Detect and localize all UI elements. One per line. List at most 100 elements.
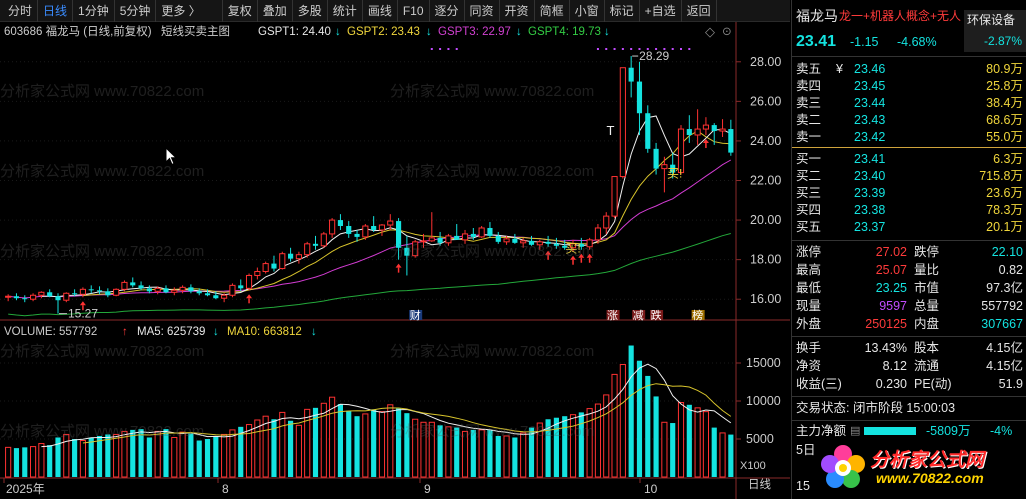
stat-row: 涨停 27.02 跌停 22.10	[792, 244, 1026, 261]
stat-label: 净资	[796, 359, 822, 373]
candle-body	[653, 148, 659, 169]
bid-row[interactable]: 买二 23.40 715.8万	[792, 168, 1026, 185]
ask-price: 23.46	[854, 62, 886, 76]
candle-body	[72, 293, 78, 295]
volume-bar	[204, 439, 211, 477]
stock-name: 福龙马	[796, 8, 838, 24]
candle-body	[245, 274, 253, 289]
toolbar-item[interactable]: 多股	[293, 0, 328, 22]
stat-value: 557792	[981, 299, 1023, 313]
sell-dot	[646, 48, 649, 50]
stat-value: 4.15亿	[986, 341, 1023, 355]
toolbar-item[interactable]: 简框	[535, 0, 570, 22]
ask-price: 23.43	[854, 113, 886, 127]
period-label[interactable]: 日线	[748, 479, 771, 491]
candle-body	[487, 227, 493, 236]
ma10-arrow: ↓	[311, 326, 317, 338]
ask-volume: 25.8万	[986, 79, 1023, 93]
volume-bar	[88, 437, 94, 477]
toolbar-item[interactable]: 小窗	[570, 0, 605, 22]
candle-body	[96, 290, 103, 292]
candle-body	[454, 235, 460, 240]
stat-label: 跌停	[914, 245, 940, 259]
volume-bar	[512, 437, 518, 477]
stat-row: 外盘 250125 内盘 307667	[792, 316, 1026, 333]
toolbar-item[interactable]: 逐分	[430, 0, 465, 22]
price-change-pct: -4.68%	[897, 35, 937, 49]
buy-arrow-icon	[578, 253, 585, 258]
main-flow-label: 主力净额	[796, 424, 847, 438]
ask-price: 23.45	[854, 79, 886, 93]
toolbar-item[interactable]: 复权	[221, 0, 258, 22]
toolbar-item[interactable]: 画线	[363, 0, 398, 22]
gspt2-label: GSPT2: 23.43	[347, 26, 420, 38]
ask-row[interactable]: 卖二 23.43 68.6万	[792, 112, 1026, 129]
volume-bar	[221, 433, 228, 478]
toolbar-item[interactable]: +自选	[640, 0, 682, 22]
indicator-name[interactable]: 短线买卖主图	[161, 26, 230, 38]
volume-bar	[295, 424, 302, 478]
main-flow-row[interactable]: 主力净额 ▤ -5809万 -4%	[792, 423, 1026, 440]
ask-row[interactable]: 卖四 23.45 25.8万	[792, 78, 1026, 95]
settings-diamond-icon[interactable]: ◇	[705, 24, 715, 39]
ask-label: 卖二	[796, 113, 822, 127]
bid-row[interactable]: 买四 23.38 78.3万	[792, 202, 1026, 219]
toolbar-item[interactable]: 统计	[328, 0, 363, 22]
candle-body	[221, 294, 228, 299]
candle-body	[478, 227, 485, 238]
sell-dot	[613, 48, 616, 50]
volume-bar	[63, 433, 70, 478]
stat-value: 9597	[879, 299, 907, 313]
toolbar-item[interactable]: 5分钟	[115, 0, 157, 22]
toolbar-item[interactable]: 叠加	[258, 0, 293, 22]
candle-body	[188, 287, 194, 292]
volume-bar	[686, 404, 692, 477]
chart-area[interactable]: 28.00 26.00 24.00 22.00 20.00 18.00 16.00 15000…	[0, 22, 790, 499]
bottom-label-1: 5日	[796, 443, 816, 457]
ask-row[interactable]: 卖五 ¥23.46 80.9万	[792, 61, 1026, 78]
gspt4-label: GSPT4: 19.73	[528, 26, 601, 38]
toolbar-item[interactable]: 开资	[500, 0, 535, 22]
ask-row[interactable]: 卖一 23.42 55.0万	[792, 129, 1026, 146]
bid-row[interactable]: 买一 23.41 6.3万	[792, 151, 1026, 168]
toolbar-item[interactable]: 返回	[682, 0, 717, 22]
volume-bar	[113, 433, 120, 478]
bid-row[interactable]: 买五 23.37 20.1万	[792, 219, 1026, 236]
volume-bar	[395, 408, 402, 477]
volume-bar	[728, 434, 734, 477]
stat-label: 总量	[914, 299, 940, 313]
volume-bar	[38, 443, 45, 478]
price-change: -1.15	[850, 35, 879, 49]
toolbar-item[interactable]: 更多 〉	[161, 3, 201, 18]
volume-axis-label: 5000	[746, 432, 774, 446]
volume-bar	[719, 432, 726, 478]
kline-chart[interactable]: 28.00 26.00 24.00 22.00 20.00 18.00 16.00 15000…	[0, 22, 790, 499]
candle-body	[346, 226, 352, 234]
candle-body	[354, 233, 360, 237]
collapse-icon[interactable]: ⊙	[722, 26, 732, 38]
stat-value: 307667	[981, 317, 1023, 331]
toolbar-item[interactable]: 同资	[465, 0, 500, 22]
list-icon[interactable]: ▤	[850, 425, 861, 437]
gspt2-arrow: ↓	[426, 26, 432, 38]
concept-tags[interactable]: 龙一+机器人概念+无人	[839, 9, 962, 23]
buy-arrow-icon	[702, 138, 709, 143]
candle-body	[38, 291, 45, 296]
toolbar-item[interactable]: 1分钟	[73, 0, 115, 22]
volume-bar	[661, 421, 668, 478]
toolbar-item[interactable]: 日线	[38, 0, 74, 22]
ask-row[interactable]: 卖三 23.44 38.4万	[792, 95, 1026, 112]
candle-body	[63, 292, 70, 301]
candle-body	[130, 282, 136, 286]
toolbar-item[interactable]: F10	[398, 0, 430, 22]
candle-body	[213, 295, 219, 299]
sell-dot	[655, 48, 658, 50]
bid-row[interactable]: 买三 23.39 23.6万	[792, 185, 1026, 202]
candle-body	[420, 240, 427, 243]
bottom-row-2: 15	[792, 478, 1026, 495]
candle-body	[661, 164, 668, 170]
volume-bar	[404, 413, 410, 477]
toolbar-item[interactable]: 分时	[0, 0, 39, 22]
toolbar-item[interactable]: 标记	[605, 0, 640, 22]
sector-box[interactable]: 环保设备 -2.87%	[964, 10, 1026, 52]
